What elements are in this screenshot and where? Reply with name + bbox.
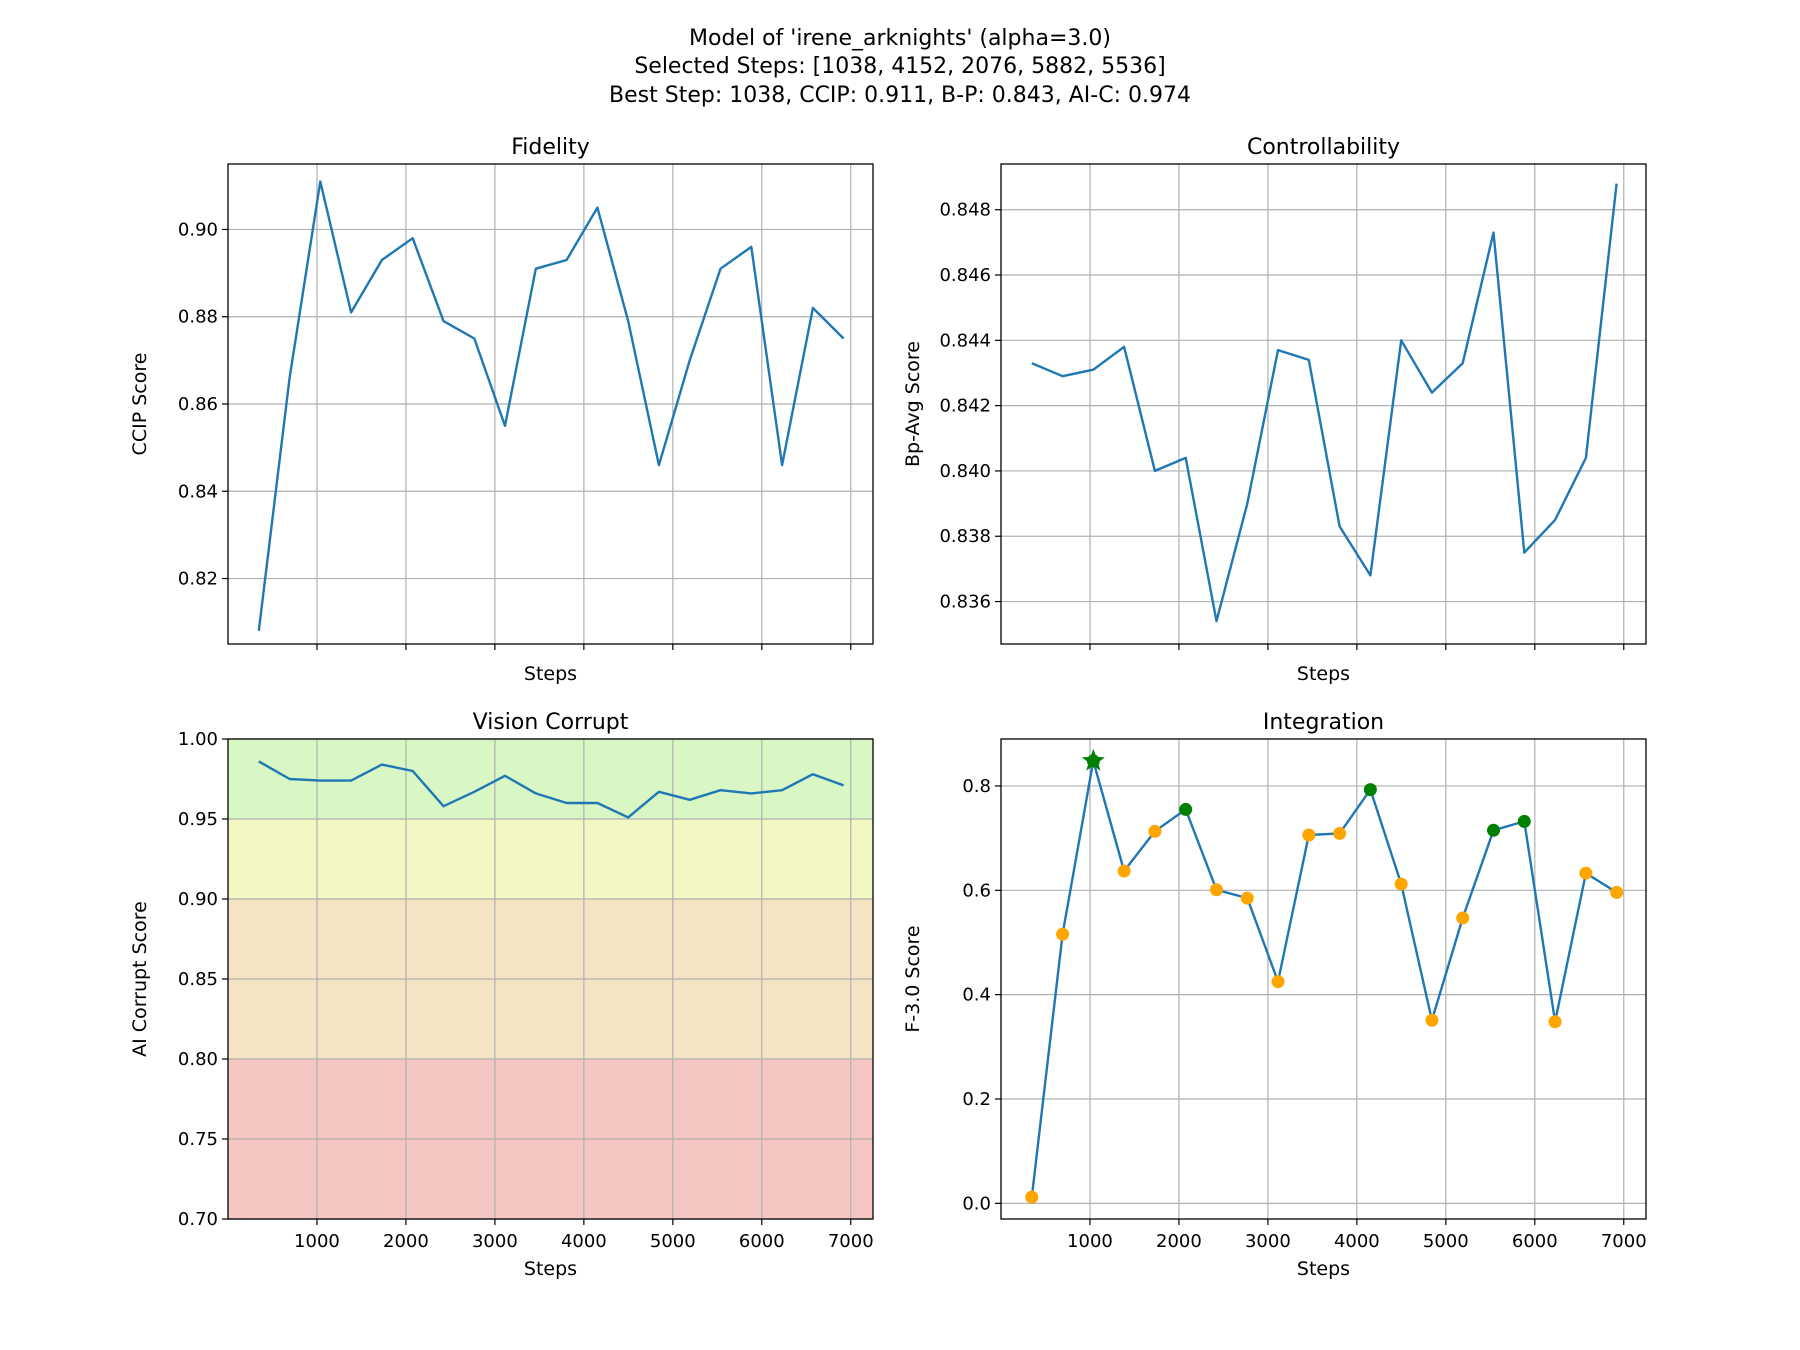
- step-point: [1579, 866, 1593, 880]
- series-line: [257, 180, 845, 632]
- plot-frame: [227, 163, 874, 645]
- integration-chart: 1000 2000 3000 4000 5000 6000 7000 0.0 0.2 0.4 0.6…: [902, 710, 1647, 1280]
- x-axis-label: Steps: [1297, 1258, 1350, 1280]
- y-axis-label: AI Corrupt Score: [129, 901, 151, 1057]
- y-tick-label: 0.846: [939, 265, 991, 286]
- step-point: [1148, 824, 1162, 838]
- step-point: [1271, 975, 1285, 989]
- selected-step-point: [1179, 802, 1193, 816]
- y-tick-label: 0.82: [178, 569, 218, 590]
- y-tick-label: 0.90: [178, 219, 218, 240]
- x-axis-label: Steps: [1297, 663, 1350, 685]
- y-axis-label: CCIP Score: [129, 353, 151, 456]
- panel-title: Controllability: [1247, 135, 1400, 160]
- y-tick-label: 0.80: [178, 1049, 218, 1070]
- score-band: [228, 739, 873, 819]
- y-tick-label: 0.86: [178, 394, 218, 415]
- y-tick-label: 0.75: [178, 1129, 218, 1150]
- y-tick-label: 0.842: [939, 396, 991, 417]
- y-axis-label: F-3.0 Score: [902, 925, 924, 1032]
- x-tick-label: 6000: [739, 1231, 785, 1252]
- x-axis-label: Steps: [524, 1258, 577, 1280]
- step-point: [1394, 877, 1408, 891]
- y-tick-label: 0.90: [178, 889, 218, 910]
- fidelity-chart: 0.82 0.84 0.86 0.88 0.90 Fidelity Steps CCIP Sc…: [129, 135, 874, 685]
- figure-title-line-3: Best Step: 1038, CCIP: 0.911, B-P: 0.843…: [609, 83, 1191, 108]
- y-tick-label: 0.848: [939, 200, 991, 221]
- x-axis-label: Steps: [524, 663, 577, 685]
- y-tick-label: 0.6: [962, 880, 991, 901]
- y-tick-label: 0.8: [962, 776, 991, 797]
- plot-frame: [227, 738, 874, 1220]
- y-axis-label: Bp-Avg Score: [902, 341, 924, 467]
- step-point: [1025, 1190, 1039, 1204]
- y-tick-label: 0.70: [178, 1209, 218, 1230]
- series-line: [1031, 183, 1618, 623]
- x-tick-label: 4000: [561, 1231, 607, 1252]
- y-tick-label: 0.0: [962, 1193, 991, 1214]
- step-point: [1302, 828, 1316, 842]
- x-tick-label: 1000: [294, 1231, 340, 1252]
- step-point: [1240, 891, 1254, 905]
- y-tick-label: 0.95: [178, 809, 218, 830]
- x-tick-label: 3000: [472, 1231, 518, 1252]
- step-point: [1209, 883, 1223, 897]
- panel-title: Vision Corrupt: [473, 710, 629, 735]
- x-tick-label: 6000: [1512, 1231, 1558, 1252]
- y-tick-label: 0.88: [178, 307, 218, 328]
- y-tick-label: 0.2: [962, 1089, 991, 1110]
- selected-step-point: [1363, 783, 1377, 797]
- y-tick-label: 0.84: [178, 481, 218, 502]
- plot-frame: [1000, 738, 1647, 1220]
- panel-title: Fidelity: [511, 135, 590, 160]
- vision-corrupt-chart: 1000 2000 3000 4000 5000 6000 7000 0.70 0.75 0.80…: [129, 710, 874, 1280]
- controllability-chart: 0.836 0.838 0.840 0.842 0.844 0.846 0.848 Contr…: [902, 135, 1647, 685]
- y-tick-label: 0.4: [962, 985, 991, 1006]
- step-point: [1056, 927, 1070, 941]
- x-tick-label: 2000: [1156, 1231, 1202, 1252]
- step-point: [1117, 864, 1131, 878]
- selected-step-point: [1487, 823, 1501, 837]
- figure-title-line-2: Selected Steps: [1038, 4152, 2076, 5882,…: [634, 54, 1165, 79]
- score-band: [228, 819, 873, 899]
- step-point: [1548, 1015, 1562, 1029]
- y-tick-label: 0.844: [939, 330, 991, 351]
- step-point: [1456, 911, 1470, 925]
- x-tick-label: 5000: [650, 1231, 696, 1252]
- best-step-star-icon: [1081, 748, 1105, 771]
- x-tick-label: 2000: [383, 1231, 429, 1252]
- y-tick-label: 0.85: [178, 969, 218, 990]
- plot-frame: [1000, 163, 1647, 645]
- x-tick-label: 7000: [1601, 1231, 1647, 1252]
- x-tick-label: 5000: [1423, 1231, 1469, 1252]
- x-tick-label: 3000: [1245, 1231, 1291, 1252]
- y-tick-label: 0.840: [939, 461, 991, 482]
- y-tick-label: 0.836: [939, 592, 991, 613]
- series-line: [258, 760, 845, 819]
- figure-title-line-1: Model of 'irene_arknights' (alpha=3.0): [689, 26, 1111, 51]
- step-point: [1425, 1013, 1439, 1027]
- panel-title: Integration: [1263, 710, 1384, 735]
- step-point: [1333, 826, 1347, 840]
- selected-step-point: [1517, 814, 1531, 828]
- x-tick-label: 1000: [1067, 1231, 1113, 1252]
- y-tick-label: 1.00: [178, 729, 218, 750]
- step-point: [1610, 885, 1624, 899]
- x-tick-label: 7000: [828, 1231, 874, 1252]
- x-tick-label: 4000: [1334, 1231, 1380, 1252]
- y-tick-label: 0.838: [939, 526, 991, 547]
